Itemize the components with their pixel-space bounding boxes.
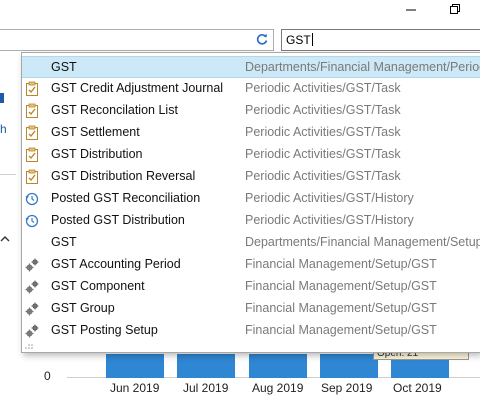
- suggestion-path: Financial Management/Setup/GST: [245, 279, 437, 293]
- task-icon: [24, 81, 40, 97]
- search-suggestions-dropdown: GST Departments/Financial Management/Peri…: [21, 52, 480, 353]
- suggestion-path: Periodic Activities/GST/Task: [245, 81, 401, 95]
- minimize-button[interactable]: [401, 2, 421, 20]
- x-tick-label: Aug 2019: [252, 381, 304, 395]
- task-icon: [24, 169, 40, 185]
- left-panel-marker: [0, 93, 4, 103]
- suggestion-item[interactable]: Posted GST Reconciliation Periodic Activi…: [22, 188, 480, 210]
- suggestion-path: Periodic Activities/GST/Task: [245, 147, 401, 161]
- setup-icon: [24, 323, 40, 339]
- suggestion-name: Posted GST Reconciliation: [51, 191, 201, 205]
- suggestion-path: Periodic Activities/GST/History: [245, 191, 414, 205]
- chart-bar[interactable]: [177, 354, 235, 378]
- suggestion-item[interactable]: Posted GST Distribution Periodic Activiti…: [22, 210, 480, 232]
- suggestion-name: GST Distribution Reversal: [51, 169, 196, 183]
- y-tick-label: 0: [44, 369, 51, 383]
- suggestion-path: Financial Management/Setup/GST: [245, 257, 437, 271]
- suggestion-name: GST: [51, 60, 77, 74]
- task-icon: [24, 147, 40, 163]
- suggestion-path: Financial Management/Setup/GST: [245, 323, 437, 337]
- collapse-icon[interactable]: [0, 234, 10, 244]
- suggestion-item[interactable]: GST Posting Setup Financial Management/Se…: [22, 320, 480, 342]
- address-bar[interactable]: [0, 29, 274, 51]
- suggestion-name: GST Distribution: [51, 147, 143, 161]
- task-icon: [24, 103, 40, 119]
- suggestion-path: Periodic Activities/GST/Task: [245, 125, 401, 139]
- suggestion-item[interactable]: GST Settlement Periodic Activities/GST/Ta…: [22, 122, 480, 144]
- suggestion-name: GST Component: [51, 279, 145, 293]
- chart-bar[interactable]: [320, 354, 378, 378]
- x-tick-label: Oct 2019: [393, 381, 442, 395]
- chart-bar[interactable]: [249, 354, 307, 378]
- left-panel: h: [0, 56, 18, 356]
- restore-button[interactable]: [445, 2, 465, 20]
- x-tick-label: Jul 2019: [183, 381, 229, 395]
- suggestion-item[interactable]: GST Distribution Periodic Activities/GST/…: [22, 144, 480, 166]
- x-tick-label: Sep 2019: [321, 381, 373, 395]
- suggestion-item[interactable]: GST Credit Adjustment Journal Periodic Ac…: [22, 78, 480, 100]
- title-bar: [0, 0, 480, 24]
- search-value: GST: [286, 33, 311, 47]
- search-input[interactable]: GST: [281, 29, 480, 51]
- setup-icon: [24, 279, 40, 295]
- suggestion-item[interactable]: GST Group Financial Management/Setup/GST: [22, 298, 480, 320]
- suggestion-path: Departments/Financial Management/Setup: [245, 235, 480, 249]
- suggestion-name: GST Credit Adjustment Journal: [51, 81, 224, 95]
- suggestion-name: GST Settlement: [51, 125, 140, 139]
- suggestion-name: GST Accounting Period: [51, 257, 181, 271]
- refresh-icon[interactable]: [255, 32, 269, 46]
- suggestion-name: GST Reconcilation List: [51, 103, 178, 117]
- suggestion-item[interactable]: GST Distribution Reversal Periodic Activi…: [22, 166, 480, 188]
- suggestion-path: Periodic Activities/GST/Task: [245, 103, 401, 117]
- left-panel-text: h: [0, 122, 7, 136]
- task-icon: [24, 125, 40, 141]
- suggestion-path: Financial Management/Setup/GST: [245, 301, 437, 315]
- suggestion-item[interactable]: GST Reconcilation List Periodic Activitie…: [22, 100, 480, 122]
- setup-icon: [24, 301, 40, 317]
- suggestion-item[interactable]: GST Departments/Financial Management/Peri…: [22, 56, 480, 78]
- suggestion-name: GST: [51, 235, 77, 249]
- history-icon: [24, 213, 40, 229]
- suggestion-item[interactable]: GST Departments/Financial Management/Setu…: [22, 232, 480, 254]
- suggestion-item[interactable]: GST Component Financial Management/Setup/…: [22, 276, 480, 298]
- suggestion-name: GST Posting Setup: [51, 323, 158, 337]
- resize-grip-icon[interactable]: [24, 342, 34, 350]
- suggestion-name: GST Group: [51, 301, 115, 315]
- suggestion-path: Departments/Financial Management/Periodi…: [245, 60, 480, 74]
- suggestion-path: Periodic Activities/GST/History: [245, 213, 414, 227]
- minimize-icon: [406, 9, 416, 11]
- history-icon: [24, 191, 40, 207]
- suggestion-path: Periodic Activities/GST/Task: [245, 169, 401, 183]
- text-caret: [311, 33, 313, 46]
- suggestion-item[interactable]: GST Accounting Period Financial Managemen…: [22, 254, 480, 276]
- x-tick-label: Jun 2019: [110, 381, 160, 395]
- suggestion-name: Posted GST Distribution: [51, 213, 185, 227]
- restore-icon: [450, 4, 460, 14]
- left-panel-divider: [0, 174, 16, 175]
- chart-bar[interactable]: [106, 354, 164, 378]
- setup-icon: [24, 257, 40, 273]
